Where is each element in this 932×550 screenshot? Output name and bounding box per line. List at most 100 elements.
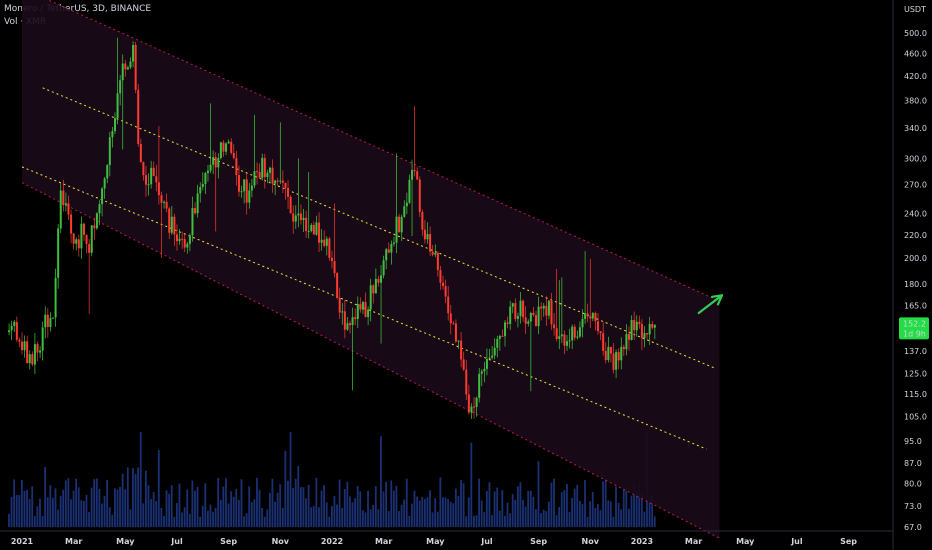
- volume-bar: [8, 513, 10, 527]
- volume-bar: [558, 507, 561, 527]
- volume-bar: [609, 501, 612, 527]
- volume-bar: [33, 516, 36, 527]
- time-tick-label: May: [736, 537, 755, 546]
- volume-bar: [240, 479, 243, 527]
- candle-body: [470, 406, 473, 413]
- volume-bar: [292, 488, 295, 527]
- volume-bar: [343, 489, 346, 527]
- volume-bar: [67, 478, 70, 527]
- candle-body: [483, 368, 486, 372]
- candle-body: [374, 278, 377, 294]
- volume-bar: [212, 512, 214, 527]
- candle-body: [276, 180, 279, 182]
- volume-bar: [359, 491, 362, 527]
- volume-bar: [452, 503, 455, 527]
- candle-body: [560, 334, 563, 337]
- candle-body: [225, 143, 228, 152]
- volume-bar: [630, 495, 633, 527]
- axis-unit-label: USDT: [904, 5, 926, 14]
- volume-bar: [444, 497, 447, 527]
- candle-body: [423, 229, 426, 240]
- volume-bar: [72, 490, 75, 527]
- volume-bar: [85, 494, 88, 527]
- volume-bar: [400, 504, 403, 527]
- volume-bar: [201, 505, 204, 527]
- time-axis[interactable]: 2021 Mar May Jul Sep Nov 2022 Mar May Jul Sep Nov 20…: [0, 530, 893, 546]
- candle-body: [413, 170, 416, 172]
- price-tick-label: 115.0: [904, 390, 927, 399]
- candle-body: [336, 273, 339, 298]
- candle-body: [638, 321, 641, 325]
- candle-body: [77, 239, 80, 249]
- candle-body: [85, 234, 88, 244]
- symbol-title[interactable]: Monero / TetherUS, 3D, BINANCE: [4, 4, 152, 14]
- candle-body: [183, 239, 186, 248]
- volume-bar: [139, 432, 142, 527]
- volume-bar: [186, 489, 189, 527]
- candle-body: [609, 346, 612, 354]
- volume-bar: [602, 481, 604, 527]
- candle-body: [116, 93, 119, 119]
- volume-bar: [26, 489, 28, 527]
- volume-bar: [571, 498, 573, 527]
- price-tick-label: 500.0: [904, 29, 927, 38]
- volume-bar: [493, 491, 496, 527]
- volume-bar: [132, 467, 134, 527]
- arrow-annotation[interactable]: [697, 294, 724, 315]
- time-tick-label: Mar: [375, 537, 392, 546]
- candle-body: [651, 323, 654, 328]
- volume-bar: [411, 503, 413, 527]
- volume-bar: [413, 490, 416, 527]
- candle-body: [28, 354, 31, 364]
- candle-body: [144, 175, 147, 185]
- candle-body: [351, 317, 354, 326]
- volume-bar: [237, 500, 240, 527]
- candle-body: [522, 300, 525, 318]
- candle-body: [54, 277, 57, 318]
- candle-body: [188, 235, 191, 244]
- volume-bar: [442, 497, 444, 527]
- volume-bar: [57, 509, 59, 527]
- price-tick-label: 300.0: [904, 155, 927, 164]
- volume-bar: [41, 516, 44, 527]
- candle-body: [142, 162, 145, 176]
- time-tick-label: 2023: [631, 537, 653, 546]
- candle-body: [622, 346, 625, 350]
- candle-body: [527, 321, 530, 324]
- candle-body: [558, 336, 561, 340]
- candle-body: [452, 323, 455, 325]
- volume-bar: [119, 487, 121, 527]
- candle-body: [168, 208, 171, 233]
- candle-body: [511, 303, 514, 307]
- volume-bar: [39, 498, 41, 527]
- candle-body: [501, 335, 504, 337]
- volume-bar: [423, 499, 426, 527]
- candle-body: [51, 317, 54, 319]
- volume-bar: [227, 503, 230, 527]
- volume-bar: [225, 478, 227, 527]
- candle-body: [553, 324, 556, 329]
- volume-bar: [13, 479, 16, 527]
- volume-bar: [478, 478, 480, 527]
- volume-bar: [522, 499, 524, 527]
- last-price-label: 152.2: [903, 319, 926, 328]
- price-tick-label: 95.0: [904, 437, 922, 446]
- candle-body: [529, 312, 532, 322]
- volume-bar: [349, 496, 351, 527]
- candle-body: [129, 61, 132, 68]
- candle-body: [576, 336, 579, 338]
- candle-body: [330, 257, 333, 262]
- volume-bar: [284, 450, 287, 527]
- regression-channel[interactable]: [21, 0, 720, 539]
- candle-body: [152, 167, 155, 177]
- volume-bar: [70, 499, 72, 527]
- candle-body: [349, 323, 352, 326]
- candle-body: [550, 300, 553, 325]
- candle-body: [369, 285, 372, 310]
- volume-bar: [586, 516, 589, 527]
- volume-bar: [318, 507, 320, 527]
- price-axis[interactable]: USDT 500.0 460.0 420.0 380.0 340.0 300.0 270.0…: [892, 0, 927, 550]
- candle-body: [67, 203, 70, 215]
- volume-bar: [214, 507, 217, 527]
